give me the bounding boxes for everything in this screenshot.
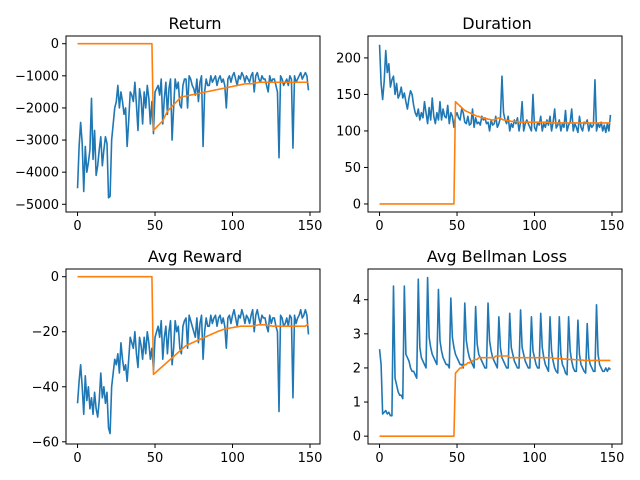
y-tick-label: −1000 xyxy=(15,69,59,84)
panel-title: Avg Reward xyxy=(148,247,242,266)
y-tick-label: 2 xyxy=(353,361,361,376)
y-tick-label: 0 xyxy=(51,37,59,52)
y-tick-label: 150 xyxy=(336,88,361,103)
tick-layer: 0 50 100 150 0 1 2 3 4 xyxy=(353,293,625,466)
series-layer xyxy=(378,276,612,437)
panel-title: Duration xyxy=(462,14,532,33)
panel-duration: Duration 0 50 100 150 0 50 100 150 200 xyxy=(336,14,624,234)
y-tick-label: 1 xyxy=(353,396,361,411)
orange-series-line xyxy=(77,275,309,376)
x-tick-label: 150 xyxy=(298,219,323,234)
x-tick-label: 50 xyxy=(147,219,164,234)
y-tick-label: 50 xyxy=(344,161,361,176)
axes-frame xyxy=(367,268,623,445)
tick-layer: 0 50 100 150 0 50 100 150 200 xyxy=(336,51,624,234)
axes-frame xyxy=(65,268,321,445)
series-layer xyxy=(378,44,612,205)
blue-series-line xyxy=(76,308,310,435)
y-tick-label: −4000 xyxy=(15,166,59,181)
blue-series-line xyxy=(76,71,310,199)
x-tick-label: 100 xyxy=(220,219,245,234)
x-tick-label: 100 xyxy=(220,451,245,466)
x-tick-label: 150 xyxy=(600,451,625,466)
panel-avg-reward: Avg Reward 0 50 100 150 0 −20 −40 −60 xyxy=(32,247,323,466)
panel-title: Avg Bellman Loss xyxy=(427,247,567,266)
x-tick-label: 100 xyxy=(522,219,547,234)
orange-series-line xyxy=(379,355,611,437)
x-tick-label: 100 xyxy=(522,451,547,466)
x-tick-label: 50 xyxy=(449,451,466,466)
x-tick-label: 0 xyxy=(73,451,81,466)
orange-series-line xyxy=(379,100,611,205)
x-tick-label: 0 xyxy=(375,219,383,234)
y-tick-label: 0 xyxy=(353,430,361,445)
series-layer xyxy=(76,275,310,435)
panel-avg-bellman-loss: Avg Bellman Loss 0 50 100 150 0 1 2 3 4 xyxy=(353,247,625,466)
blue-series-line xyxy=(378,276,612,417)
y-tick-label: −60 xyxy=(32,435,59,450)
y-tick-label: −20 xyxy=(32,325,59,340)
tick-layer: 0 50 100 150 0 −20 −40 −60 xyxy=(32,270,323,466)
x-tick-label: 0 xyxy=(73,219,81,234)
y-tick-label: 3 xyxy=(353,327,361,342)
y-tick-label: 4 xyxy=(353,293,361,308)
orange-series-line xyxy=(77,42,309,132)
axes-frame xyxy=(367,35,623,213)
tick-layer: 0 50 100 150 0 −1000 −2000 −3000 −4000 −5000 xyxy=(15,37,322,234)
y-tick-label: −2000 xyxy=(15,101,59,116)
axes-frame xyxy=(65,35,321,213)
y-tick-label: 0 xyxy=(51,270,59,285)
x-tick-label: 50 xyxy=(449,219,466,234)
panel-return: Return 0 50 100 150 0 −1000 −2000 −3000 −4000 −50… xyxy=(15,14,322,234)
x-tick-label: 150 xyxy=(600,219,625,234)
panel-title: Return xyxy=(168,14,221,33)
y-tick-label: 100 xyxy=(336,124,361,139)
y-tick-label: 0 xyxy=(353,197,361,212)
x-tick-label: 50 xyxy=(147,451,164,466)
y-tick-label: −40 xyxy=(32,380,59,395)
y-tick-label: −5000 xyxy=(15,198,59,213)
y-tick-label: −3000 xyxy=(15,134,59,149)
x-tick-label: 0 xyxy=(375,451,383,466)
x-tick-label: 150 xyxy=(298,451,323,466)
y-tick-label: 200 xyxy=(336,51,361,66)
series-layer xyxy=(76,42,310,199)
